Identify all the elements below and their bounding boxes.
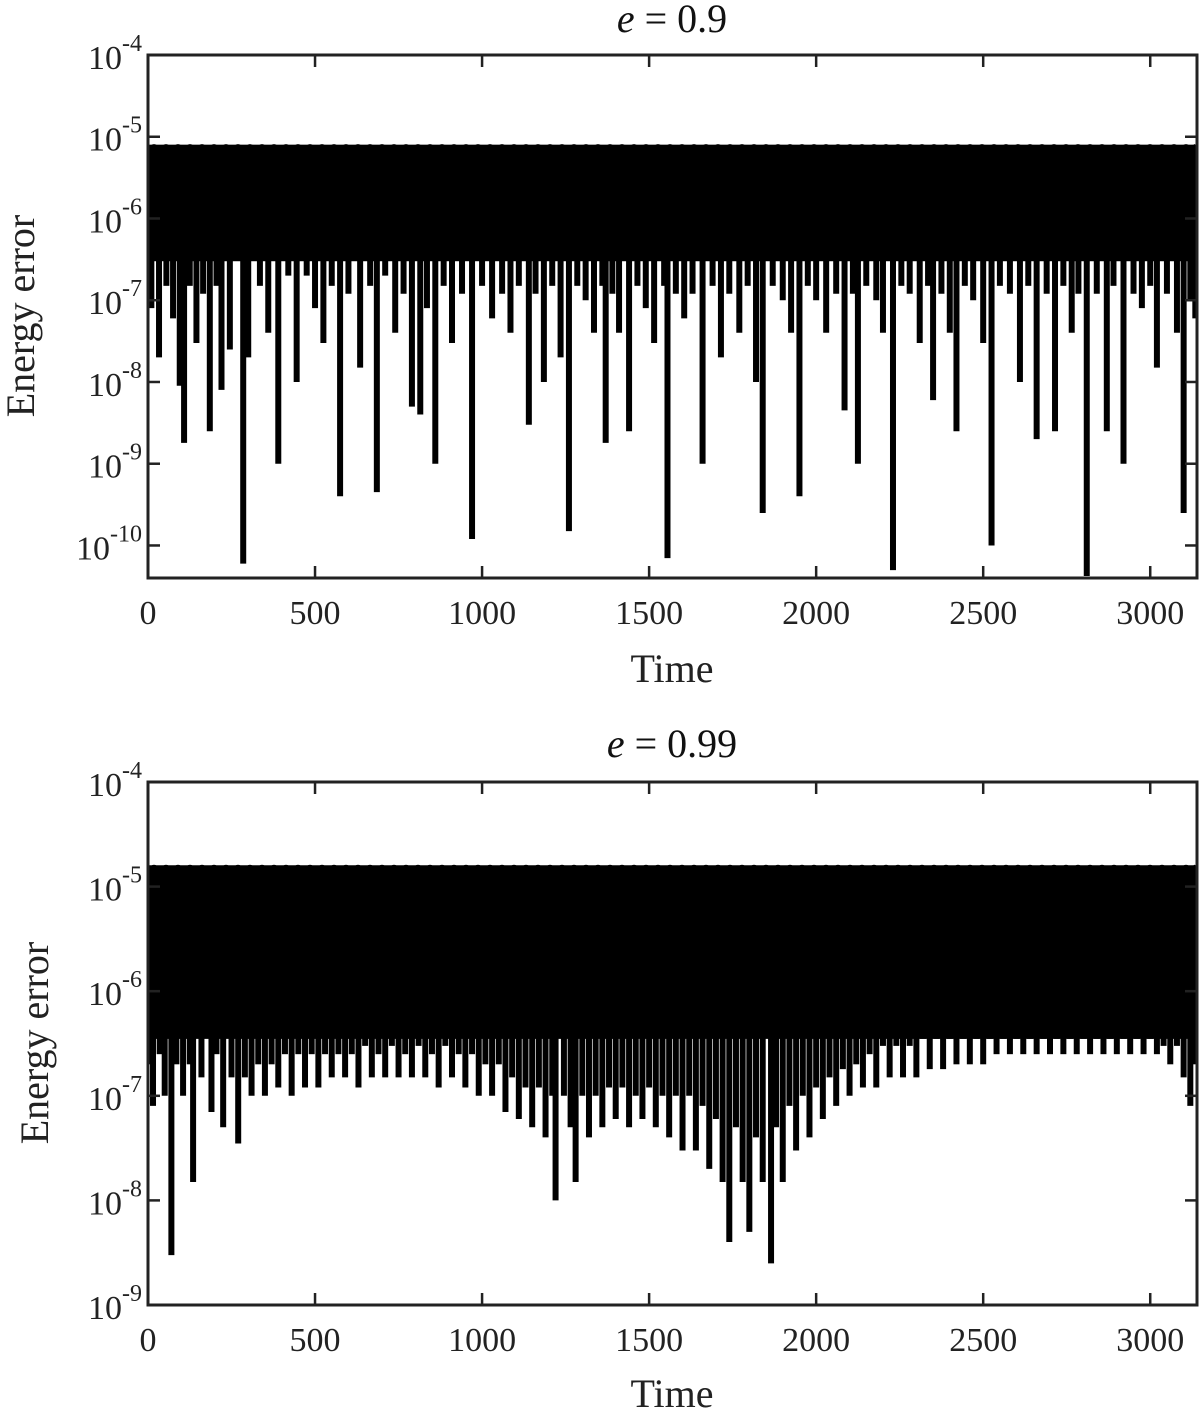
y-tick-exponent: -9: [122, 440, 142, 466]
y-tick-label: 10-7: [88, 1072, 142, 1118]
y-axis-title: Energy error: [12, 942, 57, 1145]
y-tick-label: 10-10: [76, 521, 142, 567]
y-tick-base: 10: [88, 1290, 122, 1327]
band-background: [148, 144, 1197, 262]
y-tick-exponent: -4: [122, 758, 142, 784]
y-tick-label: 10-5: [88, 113, 142, 159]
y-axis: 10-410-510-610-710-810-910-10: [76, 31, 1197, 567]
y-tick-exponent: -7: [122, 1072, 142, 1098]
band-background: [148, 865, 1197, 1039]
plot-area: [146, 780, 1199, 1307]
chart-title-equals: =: [625, 721, 668, 766]
x-tick-label: 1000: [448, 1322, 516, 1359]
y-tick-exponent: -5: [122, 863, 142, 889]
y-tick-exponent: -8: [122, 1176, 142, 1202]
y-tick-base: 10: [88, 1081, 122, 1118]
chart-title-value: 0.99: [667, 721, 737, 766]
y-tick-label: 10-8: [88, 1176, 142, 1222]
x-tick-label: 2500: [949, 1322, 1017, 1359]
chart-title-variable: e: [617, 0, 635, 41]
band-upper-edge: [148, 864, 1197, 876]
plot-frame: [146, 780, 1199, 1307]
x-tick-label: 2500: [949, 595, 1017, 632]
plot-area: [146, 53, 1199, 580]
y-tick-base: 10: [88, 367, 122, 404]
y-tick-base: 10: [88, 767, 122, 804]
plot-frame: [146, 53, 1199, 580]
x-tick-label: 1500: [615, 1322, 683, 1359]
chart-title-value: 0.9: [677, 0, 727, 41]
y-tick-base: 10: [88, 40, 122, 77]
chart-title-variable: e: [607, 721, 625, 766]
y-tick-exponent: -6: [122, 194, 142, 220]
x-tick-label: 500: [290, 1322, 341, 1359]
y-tick-base: 10: [76, 530, 110, 567]
y-axis-title: Energy error: [0, 215, 43, 418]
chart-title: e = 0.99: [607, 721, 737, 766]
y-tick-base: 10: [88, 872, 122, 909]
y-tick-exponent: -5: [122, 113, 142, 139]
x-tick-label: 3000: [1116, 1322, 1184, 1359]
x-tick-label: 2000: [782, 595, 850, 632]
y-tick-base: 10: [88, 122, 122, 159]
x-tick-label: 1500: [615, 595, 683, 632]
y-tick-label: 10-7: [88, 276, 142, 322]
y-tick-exponent: -6: [122, 967, 142, 993]
x-tick-label: 3000: [1116, 595, 1184, 632]
series-layer: [148, 144, 1199, 576]
y-tick-label: 10-9: [88, 1281, 142, 1327]
y-tick-base: 10: [88, 1185, 122, 1222]
y-tick-label: 10-4: [88, 758, 142, 804]
x-tick-label: 0: [140, 595, 157, 632]
chart-title: e = 0.9: [617, 0, 727, 41]
x-axis: 0 500 1000 1500 2000 2500 3000: [140, 55, 1184, 632]
y-tick-exponent: -8: [122, 358, 142, 384]
y-tick-exponent: -10: [110, 521, 142, 547]
x-axis: 0 500 1000 1500 2000 2500 3000: [140, 782, 1184, 1359]
y-tick-label: 10-6: [88, 194, 142, 240]
chart-panel-bottom: e = 0.99 10-410-510-610-710-810-9 0 500 10…: [12, 721, 1199, 1412]
y-tick-label: 10-6: [88, 967, 142, 1013]
y-tick-exponent: -9: [122, 1281, 142, 1307]
x-axis-title: Time: [630, 646, 713, 691]
x-tick-label: 2000: [782, 1322, 850, 1359]
y-tick-label: 10-8: [88, 358, 142, 404]
y-tick-label: 10-5: [88, 863, 142, 909]
y-tick-exponent: -4: [122, 31, 142, 57]
series-layer: [146, 864, 1199, 1264]
band-upper-edge: [148, 144, 1197, 155]
x-tick-label: 0: [140, 1322, 157, 1359]
x-tick-label: 500: [290, 595, 341, 632]
y-tick-label: 10-4: [88, 31, 142, 77]
y-tick-base: 10: [88, 285, 122, 322]
chart-title-equals: =: [635, 0, 678, 41]
y-tick-base: 10: [88, 449, 122, 486]
y-axis: 10-410-510-610-710-810-9: [88, 758, 1197, 1327]
y-tick-base: 10: [88, 976, 122, 1013]
y-tick-exponent: -7: [122, 276, 142, 302]
y-tick-base: 10: [88, 203, 122, 240]
x-axis-title: Time: [630, 1371, 713, 1412]
x-tick-label: 1000: [448, 595, 516, 632]
y-tick-label: 10-9: [88, 440, 142, 486]
